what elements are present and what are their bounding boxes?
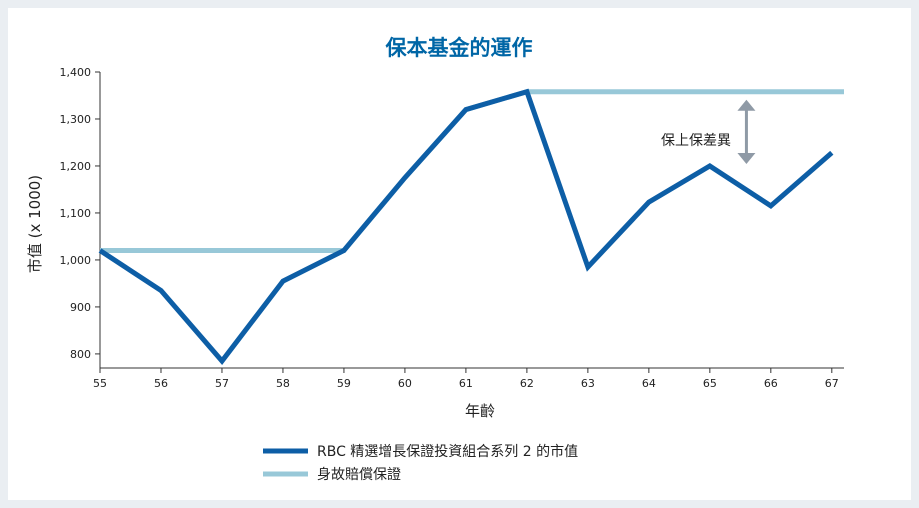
- guarantee-gap-label: 保上保差異: [661, 133, 731, 149]
- series-line-death-benefit: [100, 89, 844, 253]
- y-tick-label: 800: [70, 348, 91, 361]
- x-axis-title: 年齡: [465, 402, 495, 420]
- y-tick-label: 900: [70, 301, 91, 314]
- legend-label-death-benefit: 身故賠償保證: [317, 466, 401, 483]
- x-axis-ticks: 55 56 57 58 59 60 61 62 63 64 65 66 67: [93, 368, 839, 390]
- x-tick-label: 61: [459, 377, 473, 390]
- x-tick-label: 56: [154, 377, 168, 390]
- x-tick-label: 57: [215, 377, 229, 390]
- x-tick-label: 65: [703, 377, 717, 390]
- y-axis-ticks: 800 900 1,000 1,100 1,200 1,300 1,400: [60, 66, 100, 361]
- legend: RBC 精選增長保證投資組合系列 2 的市值 身故賠償保證: [263, 443, 578, 483]
- x-tick-label: 55: [93, 377, 107, 390]
- x-tick-label: 63: [581, 377, 595, 390]
- x-tick-label: 58: [276, 377, 290, 390]
- series-line-market-value: [98, 88, 834, 365]
- x-tick-label: 64: [642, 377, 656, 390]
- y-tick-label: 1,300: [60, 113, 92, 126]
- y-tick-label: 1,400: [60, 66, 92, 79]
- x-tick-label: 66: [764, 377, 778, 390]
- y-tick-label: 1,000: [60, 254, 92, 267]
- x-tick-label: 62: [520, 377, 534, 390]
- chart: 保本基金的運作 8009001,0001,1001,2001,3001,400 …: [26, 36, 844, 483]
- y-axis-title: 市值 (x 1000): [26, 175, 44, 273]
- y-tick-label: 1,200: [60, 160, 92, 173]
- series-lines: [98, 88, 844, 365]
- legend-label-market-value: RBC 精選增長保證投資組合系列 2 的市值: [317, 443, 578, 460]
- chart-card: 保本基金的運作 800 900 1,000 1,100 1,200 1,300 1,400 …: [8, 8, 911, 500]
- guarantee-gap-annotation: 保上保差異: [661, 99, 756, 164]
- arrow-up-icon: [737, 99, 756, 111]
- y-tick-label: 1,100: [60, 207, 92, 220]
- chart-title: 保本基金的運作: [385, 36, 533, 60]
- arrow-down-icon: [737, 152, 756, 164]
- x-tick-label: 60: [398, 377, 412, 390]
- x-tick-label: 67: [825, 377, 839, 390]
- x-tick-label: 59: [337, 377, 351, 390]
